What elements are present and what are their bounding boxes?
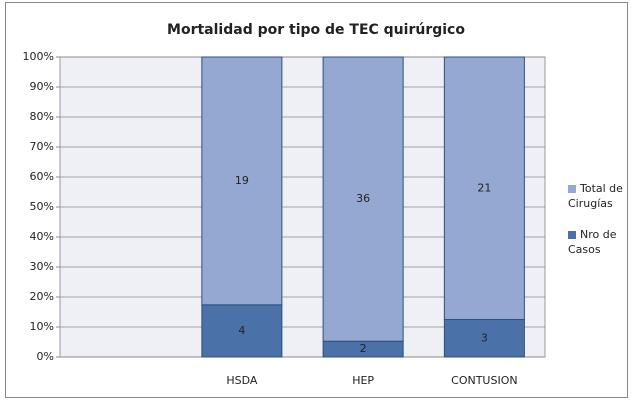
y-tick-label: 20% (30, 290, 54, 303)
y-tick-label: 80% (30, 110, 54, 123)
data-label: 2 (360, 342, 367, 355)
chart-title: Mortalidad por tipo de TEC quirúrgico (167, 22, 465, 38)
y-tick-label: 90% (30, 80, 54, 93)
x-tick-label: HEP (352, 374, 374, 387)
data-label: 21 (477, 181, 491, 194)
legend-label: Nro de Casos (568, 228, 617, 256)
x-tick-label: HSDA (226, 374, 258, 387)
bar-segment (443, 56, 525, 320)
y-tick-label: 40% (30, 230, 54, 243)
x-tick-label: CONTUSION (451, 374, 517, 387)
y-tick-label: 50% (30, 200, 54, 213)
y-tick-label: 30% (30, 260, 54, 273)
data-label: 36 (356, 192, 370, 205)
bar-segment (201, 56, 283, 306)
y-tick-label: 10% (30, 320, 54, 333)
y-tick-label: 70% (30, 140, 54, 153)
y-tick-label: 100% (23, 50, 54, 63)
bar-segment (201, 304, 283, 358)
data-label: 3 (481, 331, 488, 344)
y-tick-label: 0% (37, 350, 54, 363)
y-tick-label: 60% (30, 170, 54, 183)
legend-swatch (568, 185, 576, 193)
data-label: 19 (235, 174, 249, 187)
bar-segment (322, 56, 404, 342)
legend-label: Total de Cirugías (568, 182, 623, 210)
data-label: 4 (238, 324, 245, 337)
legend-swatch (568, 231, 576, 239)
